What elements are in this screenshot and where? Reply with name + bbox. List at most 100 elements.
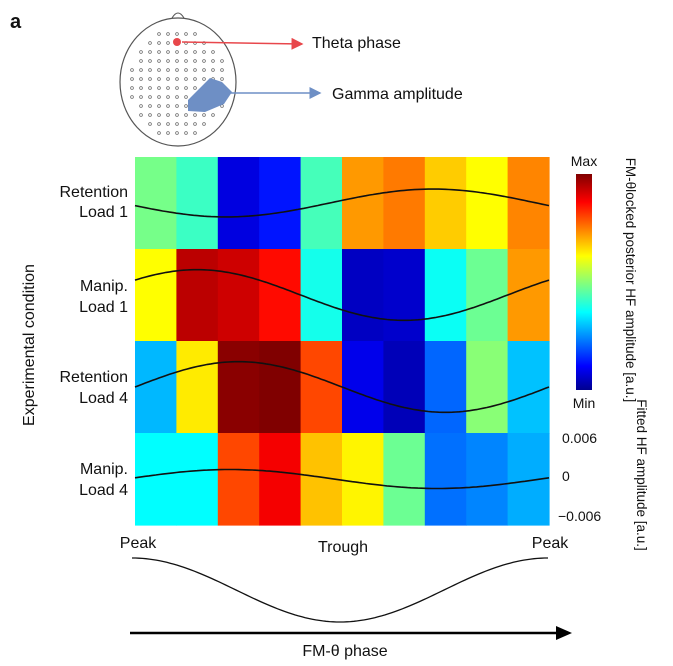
electrode-dot: [193, 131, 197, 135]
heatmap-cell: [259, 341, 302, 434]
electrode-dot: [148, 41, 152, 45]
heatmap-cell: [217, 341, 260, 434]
heatmap-cell: [507, 341, 550, 434]
heatmap-cell: [217, 433, 260, 526]
theta-electrode: [173, 38, 181, 46]
electrode-dot: [139, 86, 143, 90]
heatmap-cell: [466, 433, 509, 526]
electrode-dot: [193, 113, 197, 117]
x-axis-arrowhead: [556, 626, 572, 640]
heatmap-cell: [507, 157, 550, 250]
fit-tick-top: 0.006: [562, 430, 597, 446]
electrode-dot: [139, 104, 143, 108]
electrode-dot: [175, 131, 179, 135]
electrode-dot: [193, 50, 197, 54]
heatmap-cell: [383, 157, 426, 250]
heatmap-cell: [176, 341, 219, 434]
electrode-dot: [148, 113, 152, 117]
electrode-dot: [148, 95, 152, 99]
electrode-dot: [184, 59, 188, 63]
fitted-curve-4: [134, 468, 550, 490]
heatmap-cell: [176, 157, 219, 250]
colorbar-max-label: Max: [571, 153, 597, 169]
row-label-3-line1: Retention: [60, 369, 129, 386]
electrode-grid: [130, 32, 224, 135]
electrode-dot: [211, 113, 215, 117]
electrode-dot: [166, 113, 170, 117]
electrode-dot: [184, 32, 188, 36]
row-label-1-line2: Load 1: [79, 204, 128, 221]
electrode-dot: [166, 95, 170, 99]
electrode-dot: [166, 104, 170, 108]
x-axis-label: FM-θ phase: [302, 643, 387, 660]
heatmap-cell: [300, 249, 343, 342]
electrode-dot: [148, 50, 152, 54]
electrode-dot: [148, 86, 152, 90]
electrode-dot: [175, 59, 179, 63]
fitted-curve-1: [134, 188, 550, 218]
electrode-dot: [211, 68, 215, 72]
electrode-dot: [166, 86, 170, 90]
electrode-dot: [184, 104, 188, 108]
fitted-curve-3: [134, 360, 550, 414]
electrode-dot: [184, 113, 188, 117]
colorbar-title: FM-θlocked posterior HF amplitude [a.u.]: [623, 158, 638, 403]
heatmap-cell: [466, 249, 509, 342]
fitted-curves: [134, 188, 550, 490]
electrode-dot: [220, 68, 224, 72]
x-tick-trough: Trough: [318, 539, 368, 556]
electrode-dot: [166, 41, 170, 45]
heatmap-cell: [507, 249, 550, 342]
row-label-4-line1: Manip.: [80, 461, 128, 478]
electrode-dot: [184, 68, 188, 72]
electrode-dot: [148, 68, 152, 72]
fit-axis-title: Fitted HF amplitude [a.u.]: [634, 399, 649, 551]
electrode-dot: [130, 68, 134, 72]
heatmap-cell: [259, 157, 302, 250]
electrode-dot: [166, 32, 170, 36]
electrode-dot: [184, 77, 188, 81]
heatmap-cell: [217, 249, 260, 342]
heatmap-cell: [466, 157, 509, 250]
fit-tick-mid: 0: [562, 468, 570, 484]
electrode-dot: [202, 50, 206, 54]
electrode-dot: [175, 32, 179, 36]
heatmap-cell: [135, 433, 177, 526]
electrode-dot: [175, 77, 179, 81]
electrode-dot: [184, 95, 188, 99]
electrode-dot: [202, 68, 206, 72]
electrode-dot: [220, 77, 224, 81]
theta-phase-waveform: [132, 557, 548, 623]
electrode-dot: [175, 113, 179, 117]
electrode-dot: [157, 104, 161, 108]
heatmap-cell: [424, 249, 467, 342]
electrode-dot: [148, 77, 152, 81]
heatmap-cell: [300, 341, 343, 434]
heatmap-cell: [342, 157, 384, 250]
electrode-dot: [157, 68, 161, 72]
electrode-dot: [193, 59, 197, 63]
electrode-dot: [193, 86, 197, 90]
heatmap-cell: [300, 157, 343, 250]
panel-label: a: [10, 11, 22, 33]
heatmap-cell: [383, 341, 426, 434]
electrode-dot: [157, 122, 161, 126]
electrode-dot: [193, 68, 197, 72]
electrode-dot: [166, 122, 170, 126]
colorbar-min-label: Min: [573, 395, 596, 411]
electrode-dot: [157, 113, 161, 117]
x-tick-peak-left: Peak: [120, 535, 157, 552]
electrode-dot: [157, 50, 161, 54]
electrode-dot: [193, 32, 197, 36]
electrode-dot: [175, 122, 179, 126]
electrode-dot: [166, 131, 170, 135]
heatmap-cell: [383, 433, 426, 526]
electrode-dot: [130, 86, 134, 90]
y-axis-label: Experimental condition: [21, 264, 38, 426]
fit-tick-bottom: −0.006: [558, 508, 601, 524]
heatmap-cell: [217, 157, 260, 250]
electrode-dot: [175, 50, 179, 54]
electrode-dot: [184, 50, 188, 54]
heatmap-cell: [135, 157, 177, 250]
x-tick-peak-right: Peak: [532, 535, 569, 552]
